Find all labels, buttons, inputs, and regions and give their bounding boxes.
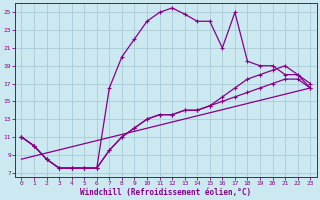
X-axis label: Windchill (Refroidissement éolien,°C): Windchill (Refroidissement éolien,°C)	[80, 188, 252, 197]
